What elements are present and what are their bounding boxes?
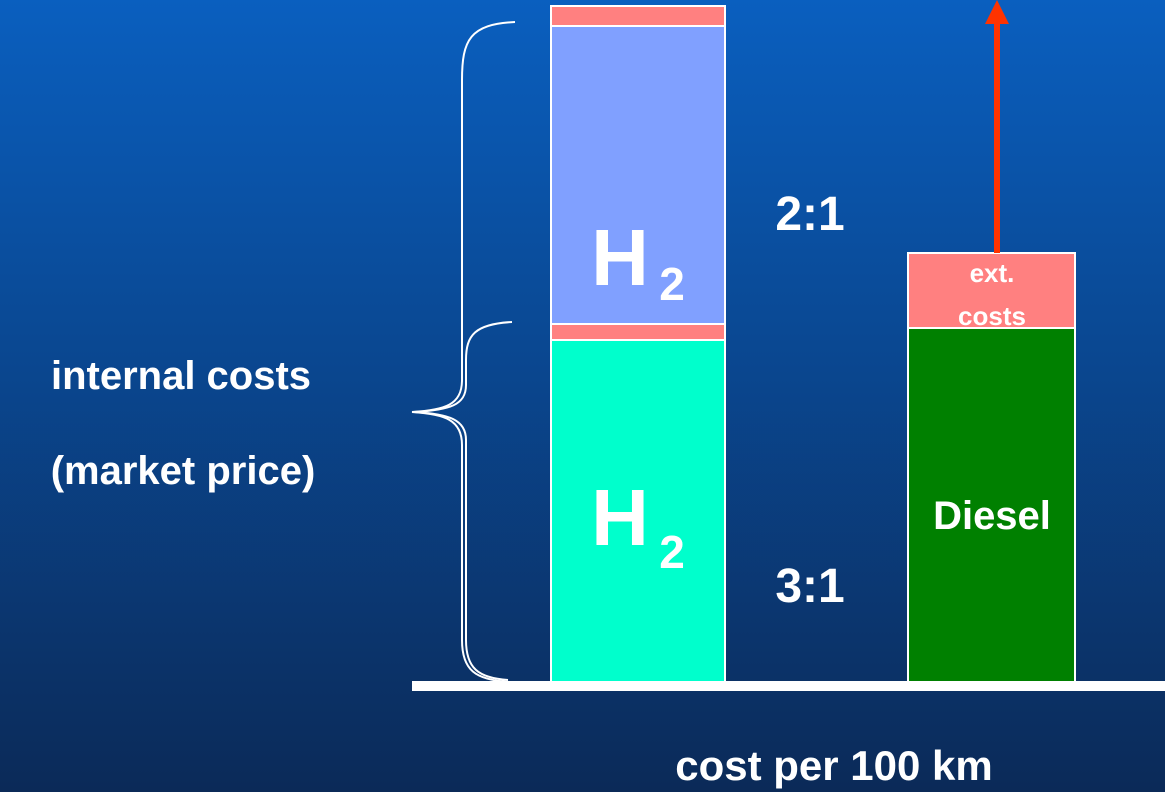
outer-brace	[411, 21, 516, 683]
ext-cost-segment	[550, 323, 726, 341]
diesel-ext-cost	[907, 252, 1076, 329]
bar-symbol: H	[591, 473, 649, 562]
left-label: internal costs	[51, 354, 311, 398]
ratio-label: 2:1	[775, 188, 844, 241]
bar-subscript: 2	[659, 526, 685, 578]
inner-brace	[413, 321, 513, 681]
ext-cost-segment	[550, 5, 726, 27]
bar-symbol: H	[591, 213, 649, 302]
ext-costs-label: ext.	[970, 258, 1015, 288]
ratio-label: 3:1	[775, 560, 844, 613]
bar-subscript: 2	[659, 258, 685, 310]
h2-segment-upper	[550, 25, 726, 325]
diesel-segment	[907, 327, 1076, 687]
diesel-label: Diesel	[933, 494, 1051, 538]
axis-label: cost per 100 km	[675, 742, 993, 789]
arrow-head	[985, 0, 1009, 24]
ext-costs-label: costs	[958, 301, 1026, 331]
left-label: (market price)	[51, 449, 316, 493]
baseline	[412, 681, 1165, 691]
